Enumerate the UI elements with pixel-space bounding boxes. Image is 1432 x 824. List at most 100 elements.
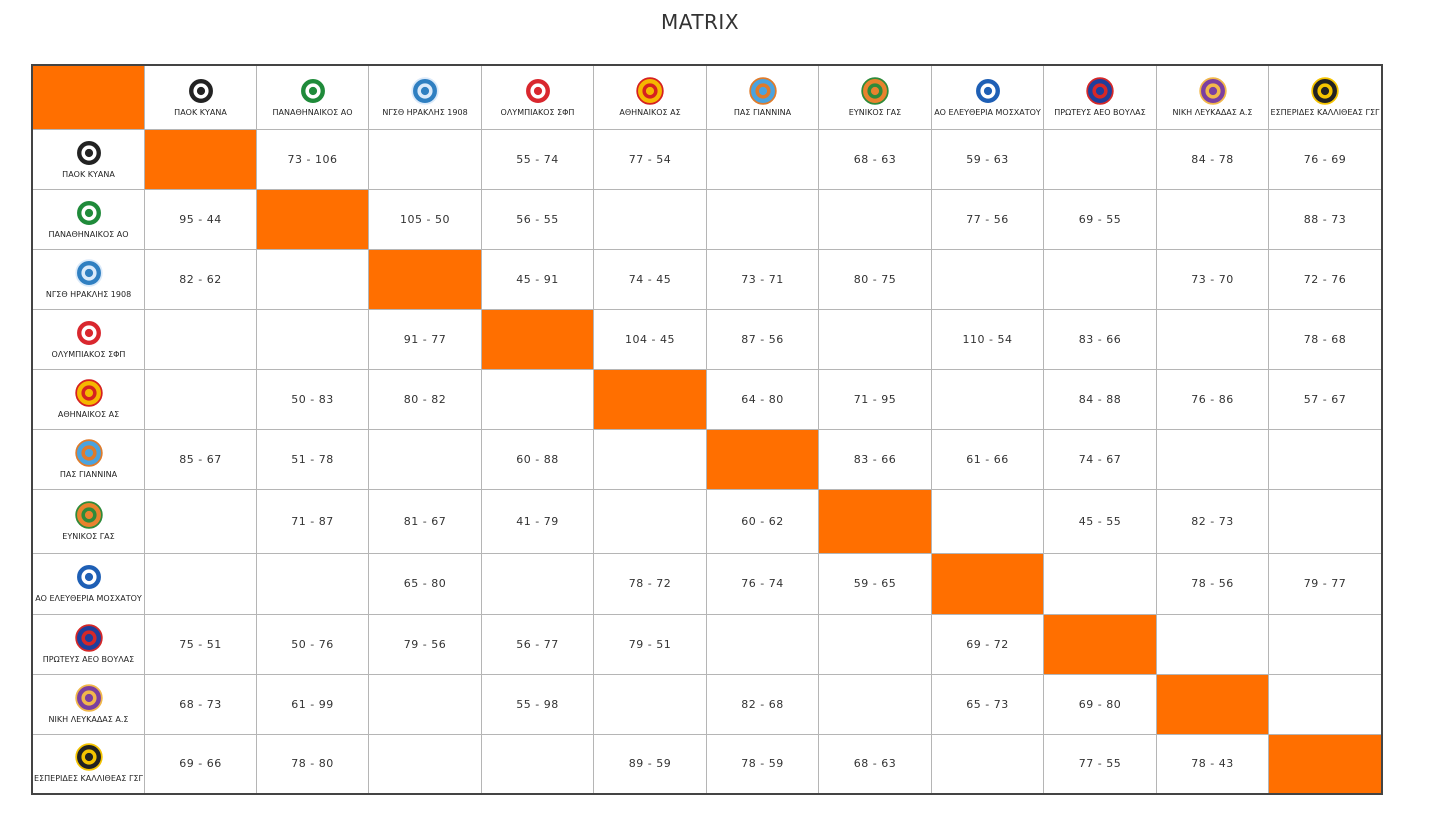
eynikos-logo-icon [861, 77, 889, 108]
row-header-team-name: ΑΘΗΝΑΙΚΟΣ ΑΣ [57, 409, 120, 419]
score-cell: 69 - 72 [931, 613, 1044, 675]
score-cell: 50 - 83 [256, 368, 369, 430]
score-cell: 76 - 69 [1268, 128, 1383, 190]
esperides-logo-icon [1311, 77, 1339, 108]
matrix-row: ΕΣΠΕΡΙΔΕΣ ΚΑΛΛΙΘΕΑΣ ΓΣΓ 69 - 66 78 - 80 89 … [31, 733, 1383, 795]
column-header-team-name: ΕΣΠΕΡΙΔΕΣ ΚΑΛΛΙΘΕΑΣ ΓΣΓ [1270, 107, 1380, 117]
row-header: ΟΛΥΜΠΙΑΚΟΣ ΣΦΠ [31, 308, 145, 370]
column-header-team-name: ΠΑΟΚ ΚΥΑΝΑ [174, 107, 227, 117]
score-cell: 68 - 73 [144, 673, 257, 735]
score-cell: 65 - 80 [368, 552, 482, 615]
score-cell: 71 - 95 [818, 368, 932, 430]
eynikos-logo-icon [74, 500, 103, 532]
row-header: ΑΟ ΕΛΕΥΘΕΡΙΑ ΜΟΣΧΑΤΟΥ [31, 552, 145, 615]
score-cell: 60 - 62 [706, 488, 819, 554]
score-cell [931, 733, 1044, 795]
score-cell: 65 - 73 [931, 673, 1044, 735]
score-cell [1156, 613, 1269, 675]
matrix-row: ΠΑΣ ΓΙΑΝΝΙΝΑ 85 - 67 51 - 78 60 - 88 83 - 66… [31, 428, 1383, 490]
row-header: ΠΡΩΤΕΥΣ ΑΕΟ ΒΟΥΛΑΣ [31, 613, 145, 675]
score-cell [481, 368, 594, 430]
score-cell [1156, 428, 1269, 490]
proteas-logo-icon [1086, 77, 1114, 108]
score-cell [481, 552, 594, 615]
athinaikos-logo-icon [74, 378, 103, 410]
score-cell [368, 428, 482, 490]
score-cell: 71 - 87 [256, 488, 369, 554]
column-header: ΑΘΗΝΑΙΚΟΣ ΑΣ [593, 64, 707, 130]
matrix-row: ΑΟ ΕΛΕΥΘΕΡΙΑ ΜΟΣΧΑΤΟΥ 65 - 80 78 - 72 76 - … [31, 552, 1383, 615]
score-cell [931, 248, 1044, 310]
score-cell [931, 488, 1044, 554]
score-cell [706, 188, 819, 250]
row-header-team-name: ΠΑΣ ΓΙΑΝΝΙΝΑ [59, 469, 118, 479]
matrix-row: ΝΓΣΘ ΗΡΑΚΛΗΣ 1908 82 - 62 45 - 91 74 - 45 73… [31, 248, 1383, 310]
score-cell: 78 - 59 [706, 733, 819, 795]
score-cell: 80 - 82 [368, 368, 482, 430]
score-cell: 78 - 43 [1156, 733, 1269, 795]
diagonal-cell [481, 308, 594, 370]
score-cell [368, 673, 482, 735]
score-cell: 85 - 67 [144, 428, 257, 490]
score-cell: 72 - 76 [1268, 248, 1383, 310]
pas-giannina-logo-icon [74, 438, 103, 470]
score-cell [481, 733, 594, 795]
row-header-team-name: ΕΣΠΕΡΙΔΕΣ ΚΑΛΛΙΘΕΑΣ ΓΣΓ [34, 774, 143, 784]
score-cell: 77 - 55 [1043, 733, 1157, 795]
score-cell: 77 - 56 [931, 188, 1044, 250]
score-cell [1268, 488, 1383, 554]
score-cell: 45 - 91 [481, 248, 594, 310]
column-header: ΕΥΝΙΚΟΣ ΓΑΣ [818, 64, 932, 130]
score-cell: 75 - 51 [144, 613, 257, 675]
score-cell: 69 - 80 [1043, 673, 1157, 735]
score-cell: 84 - 88 [1043, 368, 1157, 430]
matrix-row: ΟΛΥΜΠΙΑΚΟΣ ΣΦΠ 91 - 77 104 - 45 87 - 56 110 … [31, 308, 1383, 370]
score-cell: 74 - 45 [593, 248, 707, 310]
score-cell: 83 - 66 [818, 428, 932, 490]
proteas-logo-icon [74, 623, 103, 655]
niki-lefkadas-logo-icon [1198, 77, 1227, 108]
matrix-row: ΠΑΟΚ ΚΥΑΝΑ 73 - 106 55 - 74 77 - 54 68 - 63 5… [31, 128, 1383, 190]
esperides-logo-icon [74, 743, 103, 774]
score-cell: 61 - 99 [256, 673, 369, 735]
score-cell [1268, 613, 1383, 675]
score-cell [1268, 428, 1383, 490]
score-cell: 50 - 76 [256, 613, 369, 675]
score-cell: 82 - 62 [144, 248, 257, 310]
results-matrix: ΠΑΟΚ ΚΥΑΝΑ ΠΑΝΑΘΗΝΑΙΚΟΣ ΑΟ ΝΓΣΘ ΗΡΑΚΛΗΣ 19… [31, 64, 1383, 795]
column-header: ΕΣΠΕΡΙΔΕΣ ΚΑΛΛΙΘΕΑΣ ΓΣΓ [1268, 64, 1383, 130]
score-cell [818, 308, 932, 370]
row-header: ΝΓΣΘ ΗΡΑΚΛΗΣ 1908 [31, 248, 145, 310]
column-header-team-name: ΕΥΝΙΚΟΣ ΓΑΣ [848, 107, 902, 117]
score-cell: 104 - 45 [593, 308, 707, 370]
matrix-row: ΝΙΚΗ ΛΕΥΚΑΔΑΣ Α.Σ 68 - 73 61 - 99 55 - 98 82… [31, 673, 1383, 735]
column-header: ΑΟ ΕΛΕΥΘΕΡΙΑ ΜΟΣΧΑΤΟΥ [931, 64, 1044, 130]
matrix-corner-cell [31, 64, 145, 130]
score-cell: 68 - 63 [818, 733, 932, 795]
diagonal-cell [931, 552, 1044, 615]
pas-giannina-logo-icon [748, 77, 777, 108]
score-cell: 79 - 77 [1268, 552, 1383, 615]
row-header-team-name: ΠΑΝΑΘΗΝΑΙΚΟΣ ΑΟ [48, 229, 129, 239]
score-cell: 60 - 88 [481, 428, 594, 490]
column-header: ΠΑΝΑΘΗΝΑΙΚΟΣ ΑΟ [256, 64, 369, 130]
score-cell [368, 733, 482, 795]
iraklis-logo-icon [74, 258, 103, 290]
athinaikos-logo-icon [636, 77, 664, 108]
row-header: ΕΣΠΕΡΙΔΕΣ ΚΑΛΛΙΘΕΑΣ ΓΣΓ [31, 733, 145, 795]
score-cell: 61 - 66 [931, 428, 1044, 490]
column-header-team-name: ΟΛΥΜΠΙΑΚΟΣ ΣΦΠ [500, 107, 575, 117]
score-cell [818, 673, 932, 735]
score-cell: 80 - 75 [818, 248, 932, 310]
olympiakos-logo-icon [523, 77, 552, 108]
row-header: ΝΙΚΗ ΛΕΥΚΑΔΑΣ Α.Σ [31, 673, 145, 735]
score-cell: 69 - 66 [144, 733, 257, 795]
score-cell: 59 - 65 [818, 552, 932, 615]
score-cell: 45 - 55 [1043, 488, 1157, 554]
score-cell: 56 - 77 [481, 613, 594, 675]
score-cell [593, 673, 707, 735]
score-cell: 73 - 71 [706, 248, 819, 310]
diagonal-cell [818, 488, 932, 554]
diagonal-cell [144, 128, 257, 190]
row-header: ΑΘΗΝΑΙΚΟΣ ΑΣ [31, 368, 145, 430]
